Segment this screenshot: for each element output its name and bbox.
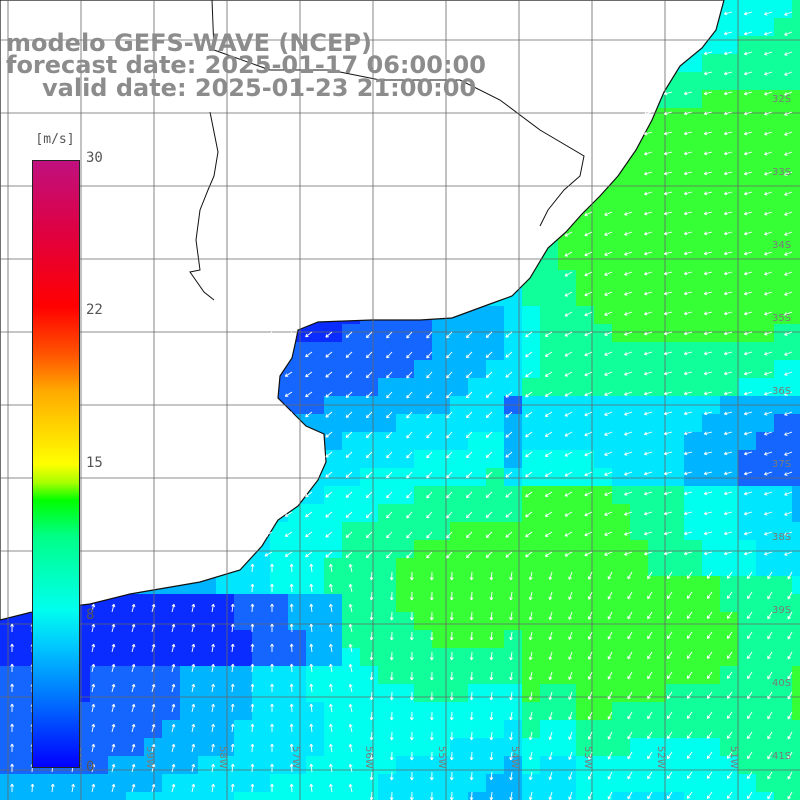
lat-label: 39S bbox=[772, 605, 791, 616]
lon-label: 59W bbox=[144, 746, 155, 769]
forecast-date: forecast date: 2025-01-17 06:00:00 bbox=[6, 51, 486, 79]
lat-label: 36S bbox=[772, 386, 791, 397]
lon-label: 52W bbox=[655, 746, 666, 769]
lat-label: 33S bbox=[772, 167, 791, 178]
colorbar-tick: 22 bbox=[86, 302, 103, 318]
land-mask bbox=[0, 0, 725, 621]
lon-label: 58W bbox=[217, 746, 228, 769]
lat-label: 32S bbox=[772, 94, 791, 105]
lon-label: 51W bbox=[728, 746, 739, 769]
valid-date: valid date: 2025-01-23 21:00:00 bbox=[42, 74, 477, 102]
lon-label: 57W bbox=[290, 746, 301, 769]
lat-label: 34S bbox=[772, 240, 791, 251]
colorbar-tick: 0 bbox=[86, 759, 95, 775]
lat-label: 41S bbox=[772, 751, 791, 762]
colorbar-tick: 30 bbox=[86, 150, 103, 166]
axis-labels: 32S33S34S35S36S37S38S39S40S41S60W59W58W5… bbox=[71, 94, 791, 769]
lon-label: 55W bbox=[436, 746, 447, 769]
lon-label: 53W bbox=[582, 746, 593, 769]
colorbar-units: [m/s] bbox=[35, 132, 75, 147]
colorbar-tick: 8 bbox=[86, 607, 95, 623]
lat-label: 37S bbox=[772, 459, 791, 470]
lon-label: 56W bbox=[363, 746, 374, 769]
lat-label: 40S bbox=[772, 678, 791, 689]
lon-label: 54W bbox=[509, 746, 520, 769]
colorbar bbox=[32, 160, 80, 768]
model-title: modelo GEFS-WAVE (NCEP) bbox=[6, 29, 372, 57]
lat-label: 38S bbox=[772, 532, 791, 543]
wind-arrows bbox=[10, 11, 793, 800]
colorbar-tick: 15 bbox=[86, 455, 103, 471]
lat-label: 35S bbox=[772, 313, 791, 324]
